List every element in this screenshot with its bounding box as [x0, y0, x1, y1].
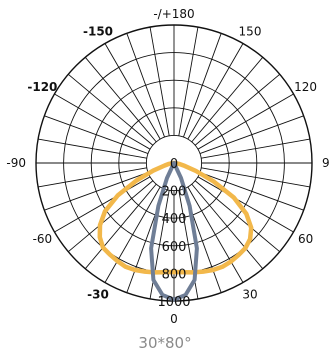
grid-spoke [187, 186, 244, 283]
grid-spoke [68, 180, 154, 253]
angle-label: 0 [170, 312, 178, 326]
grid-spoke [187, 43, 244, 140]
angle-label: -90 [6, 156, 26, 170]
radial-tick-label: 1000 [157, 295, 190, 310]
angle-label: -30 [87, 288, 109, 302]
grid-spoke [38, 167, 147, 188]
grid-spoke [54, 176, 151, 233]
polar-chart: 0 30 -30 60 -60 90 -90 120 -120 150 -150 -/+180 0 200… [6, 7, 330, 326]
grid-spoke [191, 57, 264, 143]
angle-label: 120 [294, 80, 317, 94]
intensity-curves [97, 160, 254, 302]
axis-labels: 0 30 -30 60 -60 90 -90 120 -120 150 -150 -/+180 0 200… [6, 7, 330, 326]
grid-spoke [201, 138, 310, 159]
grid-spoke [197, 93, 294, 150]
radial-tick-label: 200 [162, 185, 187, 200]
grid-spoke [178, 27, 199, 136]
intensity-curve-2 [149, 161, 199, 302]
radial-tick-label: 400 [162, 212, 187, 227]
grid-spoke [68, 73, 154, 146]
grid-spoke [199, 172, 304, 211]
angle-label: 60 [298, 232, 313, 246]
grid-spoke [44, 172, 149, 211]
grid-spoke [44, 115, 149, 154]
grid-spoke [183, 33, 222, 138]
grid-spoke [149, 27, 170, 136]
radial-tick-label: 0 [170, 157, 178, 172]
radial-tick-label: 800 [162, 267, 187, 282]
radial-tick-label: 600 [162, 240, 187, 255]
angle-label: -150 [83, 24, 113, 38]
grid-spoke [84, 183, 157, 269]
grid-spoke [197, 176, 294, 233]
grid-spoke [126, 33, 165, 138]
angle-label: 90 [322, 156, 330, 170]
grid-spoke [104, 43, 161, 140]
grid-spoke [191, 183, 264, 269]
grid-spoke [194, 73, 280, 146]
angle-label: -60 [33, 232, 53, 246]
grid-spoke [54, 93, 151, 150]
angle-label: 30 [242, 288, 257, 302]
angle-label: -120 [27, 80, 57, 94]
intensity-curve-1 [97, 160, 254, 275]
angle-label: 150 [239, 24, 262, 38]
grid-spoke [194, 180, 280, 253]
grid-spoke [38, 138, 147, 159]
grid-spoke [201, 167, 310, 188]
grid-spoke [104, 186, 161, 283]
grid-spoke [84, 57, 157, 143]
angle-label: -/+180 [153, 7, 194, 21]
beam-angle-caption: 30*80° [138, 334, 192, 352]
grid-spoke [199, 115, 304, 154]
